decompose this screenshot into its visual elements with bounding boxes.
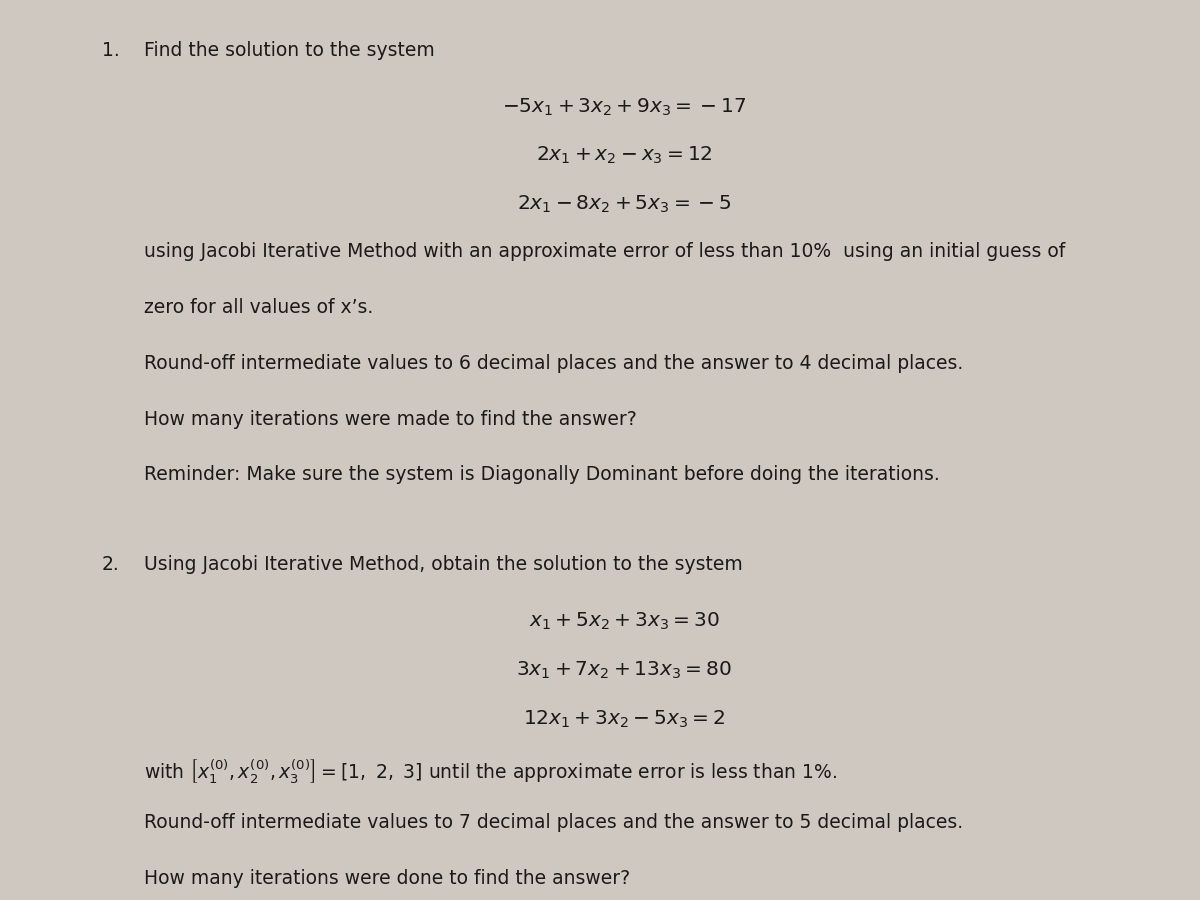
Text: Using Jacobi Iterative Method, obtain the solution to the system: Using Jacobi Iterative Method, obtain th… (144, 555, 743, 574)
Text: Round-off intermediate values to 6 decimal places and the answer to 4 decimal pl: Round-off intermediate values to 6 decim… (144, 354, 964, 373)
Text: $12x_1 + 3x_2 - 5x_3 = 2$: $12x_1 + 3x_2 - 5x_3 = 2$ (523, 708, 725, 730)
Text: How many iterations were done to find the answer?: How many iterations were done to find th… (144, 868, 630, 887)
Text: How many iterations were made to find the answer?: How many iterations were made to find th… (144, 410, 637, 428)
Text: zero for all values of x’s.: zero for all values of x’s. (144, 298, 373, 317)
Text: Find the solution to the system: Find the solution to the system (144, 40, 434, 59)
Text: 2.: 2. (102, 555, 120, 574)
Text: $3x_1 + 7x_2 + 13x_3 = 80$: $3x_1 + 7x_2 + 13x_3 = 80$ (516, 660, 732, 681)
Text: $2x_1 - 8x_2 + 5x_3 = -5$: $2x_1 - 8x_2 + 5x_3 = -5$ (517, 194, 731, 215)
Text: Reminder: Make sure the system is Diagonally Dominant before doing the iteration: Reminder: Make sure the system is Diagon… (144, 465, 940, 484)
Text: $-5x_1 + 3x_2 + 9x_3 = -17$: $-5x_1 + 3x_2 + 9x_3 = -17$ (502, 96, 746, 118)
Text: Round-off intermediate values to 7 decimal places and the answer to 5 decimal pl: Round-off intermediate values to 7 decim… (144, 813, 964, 832)
Text: with $\left[x_1^{(0)}, x_2^{(0)}, x_3^{(0)}\right] = [1,\ 2,\ 3]$ until the appr: with $\left[x_1^{(0)}, x_2^{(0)}, x_3^{(… (144, 757, 838, 786)
Text: using Jacobi Iterative Method with an approximate error of less than 10%  using : using Jacobi Iterative Method with an ap… (144, 242, 1066, 261)
Text: $2x_1 + x_2 - x_3 = 12$: $2x_1 + x_2 - x_3 = 12$ (535, 145, 713, 166)
Text: 1.: 1. (102, 40, 120, 59)
Text: $x_1 + 5x_2 + 3x_3 = 30$: $x_1 + 5x_2 + 3x_3 = 30$ (528, 611, 720, 633)
